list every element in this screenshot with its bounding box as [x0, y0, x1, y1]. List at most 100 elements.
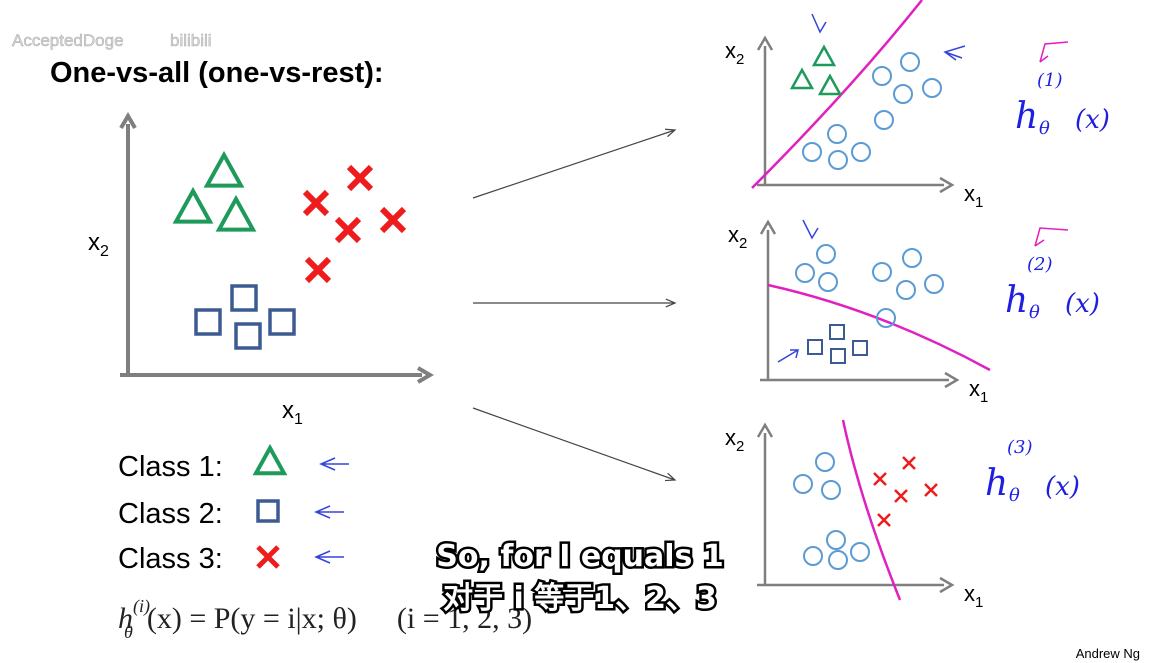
triangle: [811, 44, 837, 67]
cross: [256, 545, 280, 569]
hyp-theta: θ: [1029, 302, 1040, 323]
square: [852, 340, 868, 356]
arrowhead: [939, 176, 955, 194]
formula-sub: θ: [124, 622, 133, 642]
square: [268, 308, 296, 336]
arrowhead: [944, 371, 960, 389]
square: [829, 324, 845, 340]
subtitle-zh: 对于 i 等于1、2、3: [443, 581, 717, 616]
slide-title: One-vs-all (one-vs-rest):: [50, 57, 384, 89]
circle: [893, 84, 913, 104]
square: [230, 284, 258, 312]
boundary: [841, 419, 902, 601]
formula-h: h: [118, 602, 133, 635]
circle: [827, 124, 847, 144]
arrowhead: [664, 472, 677, 482]
label-base: x: [728, 222, 739, 247]
circle: [828, 550, 848, 570]
circle: [924, 274, 944, 294]
watermark-site: bilibili: [170, 31, 212, 50]
y-axis-label: x2: [725, 38, 744, 68]
square: [256, 499, 280, 523]
label-sub: 1: [975, 594, 983, 611]
circle: [803, 546, 823, 566]
hand-arrow: [319, 457, 349, 471]
label-base: x: [964, 181, 975, 206]
hyp-h: h: [1015, 96, 1038, 137]
circle: [821, 480, 841, 500]
label-sub: 2: [736, 438, 744, 455]
circle: [815, 452, 835, 472]
x-axis-label: x1: [282, 397, 303, 428]
legend-label: Class 3:: [118, 543, 223, 575]
hyp-arg: (x): [1065, 289, 1100, 319]
hand-arrow: [943, 45, 966, 61]
circle: [872, 66, 892, 86]
hand-arrow: [314, 505, 344, 519]
hand-mark: [1039, 41, 1069, 63]
cross: [924, 483, 938, 497]
hand-mark: [1034, 227, 1069, 247]
cross: [302, 189, 330, 217]
label-sub: 1: [294, 411, 303, 428]
circle: [872, 262, 892, 282]
arrowhead: [756, 35, 774, 51]
formula-rhs: (x) = P(y = i|x; θ): [147, 602, 357, 635]
label-sub: 2: [739, 235, 747, 252]
circle: [902, 248, 922, 268]
square: [830, 348, 846, 364]
arrow: [472, 407, 676, 481]
arrowhead: [759, 219, 777, 235]
cross: [873, 472, 887, 486]
label-base: x: [282, 397, 294, 424]
arrowhead: [664, 128, 677, 138]
hyp-index: (1): [1037, 70, 1063, 91]
arrowhead: [665, 298, 677, 308]
triangle: [215, 194, 257, 232]
watermark-user: AcceptedDoge: [12, 31, 124, 50]
circle: [851, 142, 871, 162]
hand-arrow: [777, 349, 799, 363]
circle: [896, 280, 916, 300]
hyp-h: h: [1005, 280, 1028, 321]
arrowhead: [416, 366, 434, 384]
circle: [874, 110, 894, 130]
hand-arrow: [811, 13, 827, 34]
arrowhead: [939, 576, 955, 594]
square: [807, 339, 823, 355]
hyp-index: (2): [1027, 254, 1053, 275]
hyp-h: h: [985, 463, 1008, 504]
credit: Andrew Ng: [1076, 646, 1140, 661]
label-base: x: [969, 376, 980, 401]
y-axis-label: x2: [728, 222, 747, 252]
cross: [877, 513, 891, 527]
square: [194, 308, 222, 336]
circle: [876, 308, 896, 328]
arrowhead: [119, 112, 137, 130]
label-sub: 2: [736, 51, 744, 68]
circle: [826, 530, 846, 550]
label-base: x: [725, 425, 736, 450]
circle: [802, 142, 822, 162]
formula-sup: (i): [133, 596, 150, 617]
hyp-arg: (x): [1045, 472, 1080, 502]
triangle: [203, 150, 245, 188]
circle: [793, 474, 813, 494]
x-axis-label: x1: [964, 581, 983, 611]
formula: h(i) θ (x) = P(y = i|x; θ) (i = 1, 2, 3): [118, 596, 532, 642]
legend-label: Class 2:: [118, 498, 223, 530]
arrow: [472, 129, 676, 199]
square: [234, 322, 262, 350]
y-axis-label: x2: [725, 425, 744, 455]
label-base: x: [964, 581, 975, 606]
formula-range: (i = 1, 2, 3): [397, 602, 532, 635]
circle: [818, 272, 838, 292]
label-sub: 1: [975, 194, 983, 211]
legend-label: Class 1:: [118, 451, 223, 483]
hyp-index: (3): [1007, 437, 1033, 458]
hyp-theta: θ: [1039, 118, 1050, 139]
triangle: [789, 67, 815, 90]
cross: [902, 456, 916, 470]
label-sub: 1: [980, 389, 988, 406]
